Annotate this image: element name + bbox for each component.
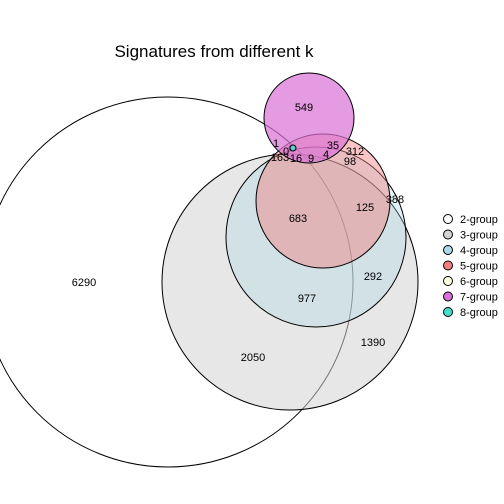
legend-label: 5-group [460, 261, 498, 273]
legend-marker [443, 229, 453, 240]
venn-circles [0, 72, 419, 468]
legend: 2-group 3-group 4-group 5-group 6-group 7-gro… [443, 214, 498, 319]
legend-marker [443, 276, 453, 286]
region-label: 1 [273, 138, 279, 150]
chart-title: Signatures from different k [114, 42, 314, 61]
legend-label: 2-group [460, 214, 498, 226]
legend-label: 4-group [460, 245, 498, 257]
region-label: 9 [308, 153, 314, 165]
region-label: 4 [323, 149, 329, 161]
legend-label: 6-group [460, 276, 498, 288]
region-label: 98 [344, 156, 356, 168]
region-label: 163 [271, 152, 289, 164]
region-label: 1390 [361, 337, 385, 349]
region-label: 35 [327, 140, 339, 152]
legend-marker [443, 291, 453, 302]
legend-marker [443, 260, 453, 271]
region-label: 16 [290, 153, 302, 165]
legend-label: 8-group [460, 307, 498, 319]
venn-circle-8-group [289, 144, 297, 152]
region-label: 125 [356, 202, 374, 214]
region-label: 549 [295, 102, 313, 114]
legend-label: 7-group [460, 292, 498, 304]
region-label: 2050 [241, 352, 265, 364]
region-label: 0 [283, 146, 289, 158]
region-label: 977 [298, 293, 316, 305]
venn-circle-7-group [263, 72, 355, 164]
region-label: 6290 [72, 277, 96, 289]
region-label: 683 [289, 213, 307, 225]
legend-label: 3-group [460, 230, 498, 242]
region-label: 388 [386, 194, 404, 206]
region-label: 312 [346, 146, 364, 158]
legend-marker [443, 307, 453, 317]
region-label: 292 [364, 271, 382, 283]
legend-marker [443, 214, 453, 224]
legend-marker [443, 245, 453, 255]
